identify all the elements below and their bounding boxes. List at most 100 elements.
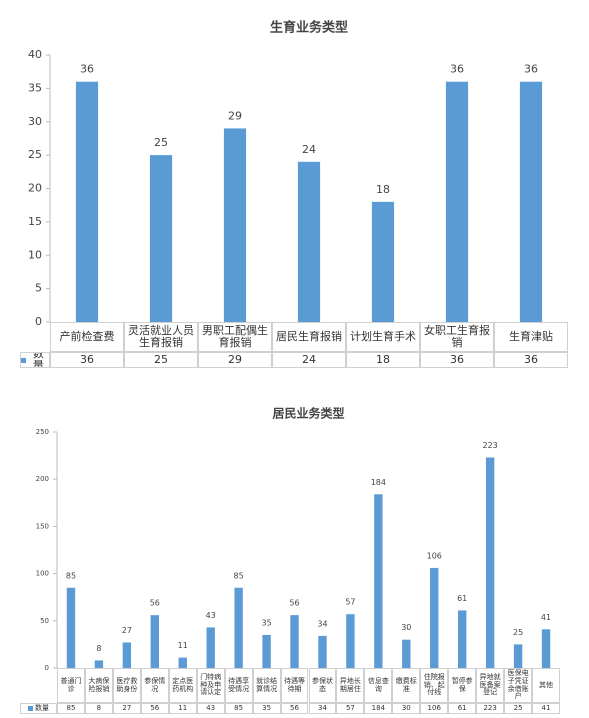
x-tick-label: 其他 — [532, 668, 560, 703]
y-tick-label: 200 — [36, 475, 49, 483]
bar — [178, 657, 187, 668]
legend-swatch — [21, 357, 26, 363]
y-tick-label: 50 — [40, 617, 49, 625]
y-tick-label: 150 — [36, 522, 49, 530]
bar — [371, 201, 395, 322]
table-value: 36 — [420, 352, 494, 368]
bar — [223, 128, 247, 322]
x-tick-label: 生育津贴 — [494, 322, 568, 352]
legend-label: 数量 — [32, 352, 44, 368]
data-label: 56 — [150, 599, 160, 608]
bar — [94, 660, 104, 668]
table-value: 25 — [504, 703, 533, 714]
table-value: 57 — [336, 703, 365, 714]
x-tick-label: 大病保险报销 — [84, 668, 113, 703]
x-tick-label: 就诊结算情况 — [252, 668, 281, 703]
x-tick-label: 医保电子凭证余借账户 — [504, 668, 533, 703]
bar — [122, 642, 132, 668]
bar — [430, 567, 439, 668]
bar — [262, 634, 271, 668]
x-tick-label: 参保状态 — [308, 668, 337, 703]
data-label: 85 — [234, 571, 244, 580]
data-label: 29 — [228, 109, 242, 122]
table-value: 41 — [532, 703, 560, 714]
data-label: 106 — [427, 551, 442, 560]
data-label: 24 — [302, 143, 316, 156]
table-value: 29 — [198, 352, 272, 368]
legend-label: 数量 — [35, 703, 49, 712]
y-tick-label: 0 — [35, 315, 42, 328]
table-value: 184 — [364, 703, 393, 714]
table-value: 18 — [346, 352, 420, 368]
x-tick-label: 医疗救助身份 — [112, 668, 141, 703]
data-label: 36 — [450, 63, 464, 76]
data-label: 25 — [154, 136, 168, 149]
bar — [346, 614, 355, 668]
bar — [149, 155, 173, 322]
data-label: 11 — [178, 641, 188, 650]
bar — [75, 81, 99, 322]
y-tick-label: 35 — [28, 81, 42, 94]
x-tick-label: 信息查询 — [364, 668, 393, 703]
bar — [66, 587, 76, 668]
x-tick-label: 暂停参保 — [448, 668, 477, 703]
data-label: 36 — [524, 63, 538, 76]
data-label: 85 — [66, 571, 76, 580]
table-value: 34 — [308, 703, 337, 714]
legend-entry: 数量 — [20, 703, 57, 714]
data-label: 30 — [401, 623, 411, 632]
legend-entry: 数量 — [20, 352, 50, 368]
data-label: 36 — [80, 63, 94, 76]
legend-swatch — [28, 706, 33, 711]
bar — [513, 644, 523, 668]
table-value: 27 — [112, 703, 141, 714]
data-label: 43 — [206, 611, 216, 620]
x-tick-label: 缴费标准 — [392, 668, 421, 703]
y-tick-label: 30 — [28, 115, 42, 128]
data-label: 61 — [457, 594, 467, 603]
x-tick-label: 灵活就业人员生育报销 — [124, 322, 198, 352]
table-value: 106 — [420, 703, 449, 714]
data-label: 25 — [513, 628, 523, 637]
x-tick-label: 产前检查费 — [50, 322, 124, 352]
x-tick-label: 待遇享受情况 — [224, 668, 253, 703]
bar — [541, 629, 551, 668]
data-label: 56 — [289, 599, 299, 608]
chart-title: 居民业务类型 — [272, 406, 344, 421]
x-tick-label: 男职工配偶生育报销 — [198, 322, 272, 352]
table-value: 30 — [392, 703, 421, 714]
y-tick-label: 25 — [28, 148, 42, 161]
table-value: 35 — [252, 703, 281, 714]
bar — [402, 639, 411, 668]
table-value: 223 — [476, 703, 505, 714]
table-value: 25 — [124, 352, 198, 368]
x-tick-label: 女职工生育报销 — [420, 322, 494, 352]
bar — [318, 635, 327, 668]
bar — [445, 81, 469, 322]
y-tick-label: 20 — [28, 182, 42, 195]
bar — [458, 610, 467, 668]
y-tick-label: 5 — [35, 282, 42, 295]
data-label: 34 — [317, 619, 327, 628]
table-value: 24 — [272, 352, 346, 368]
x-tick-label: 门特病种及申请认定 — [196, 668, 225, 703]
bar — [290, 615, 299, 668]
x-tick-label: 参保情况 — [140, 668, 169, 703]
data-label: 223 — [482, 441, 497, 450]
y-tick-label: 250 — [36, 428, 49, 436]
table-value: 56 — [280, 703, 309, 714]
x-tick-label: 住院报销、起付线 — [420, 668, 449, 703]
table-value: 85 — [57, 703, 85, 714]
table-value: 8 — [84, 703, 113, 714]
data-label: 18 — [376, 183, 390, 196]
table-value: 43 — [196, 703, 225, 714]
x-tick-label: 普通门诊 — [57, 668, 85, 703]
bar — [150, 615, 159, 668]
x-tick-label: 居民生育报销 — [272, 322, 346, 352]
bar — [519, 81, 543, 322]
data-label: 41 — [541, 613, 551, 622]
data-label: 35 — [261, 618, 271, 627]
data-label: 27 — [122, 626, 132, 635]
